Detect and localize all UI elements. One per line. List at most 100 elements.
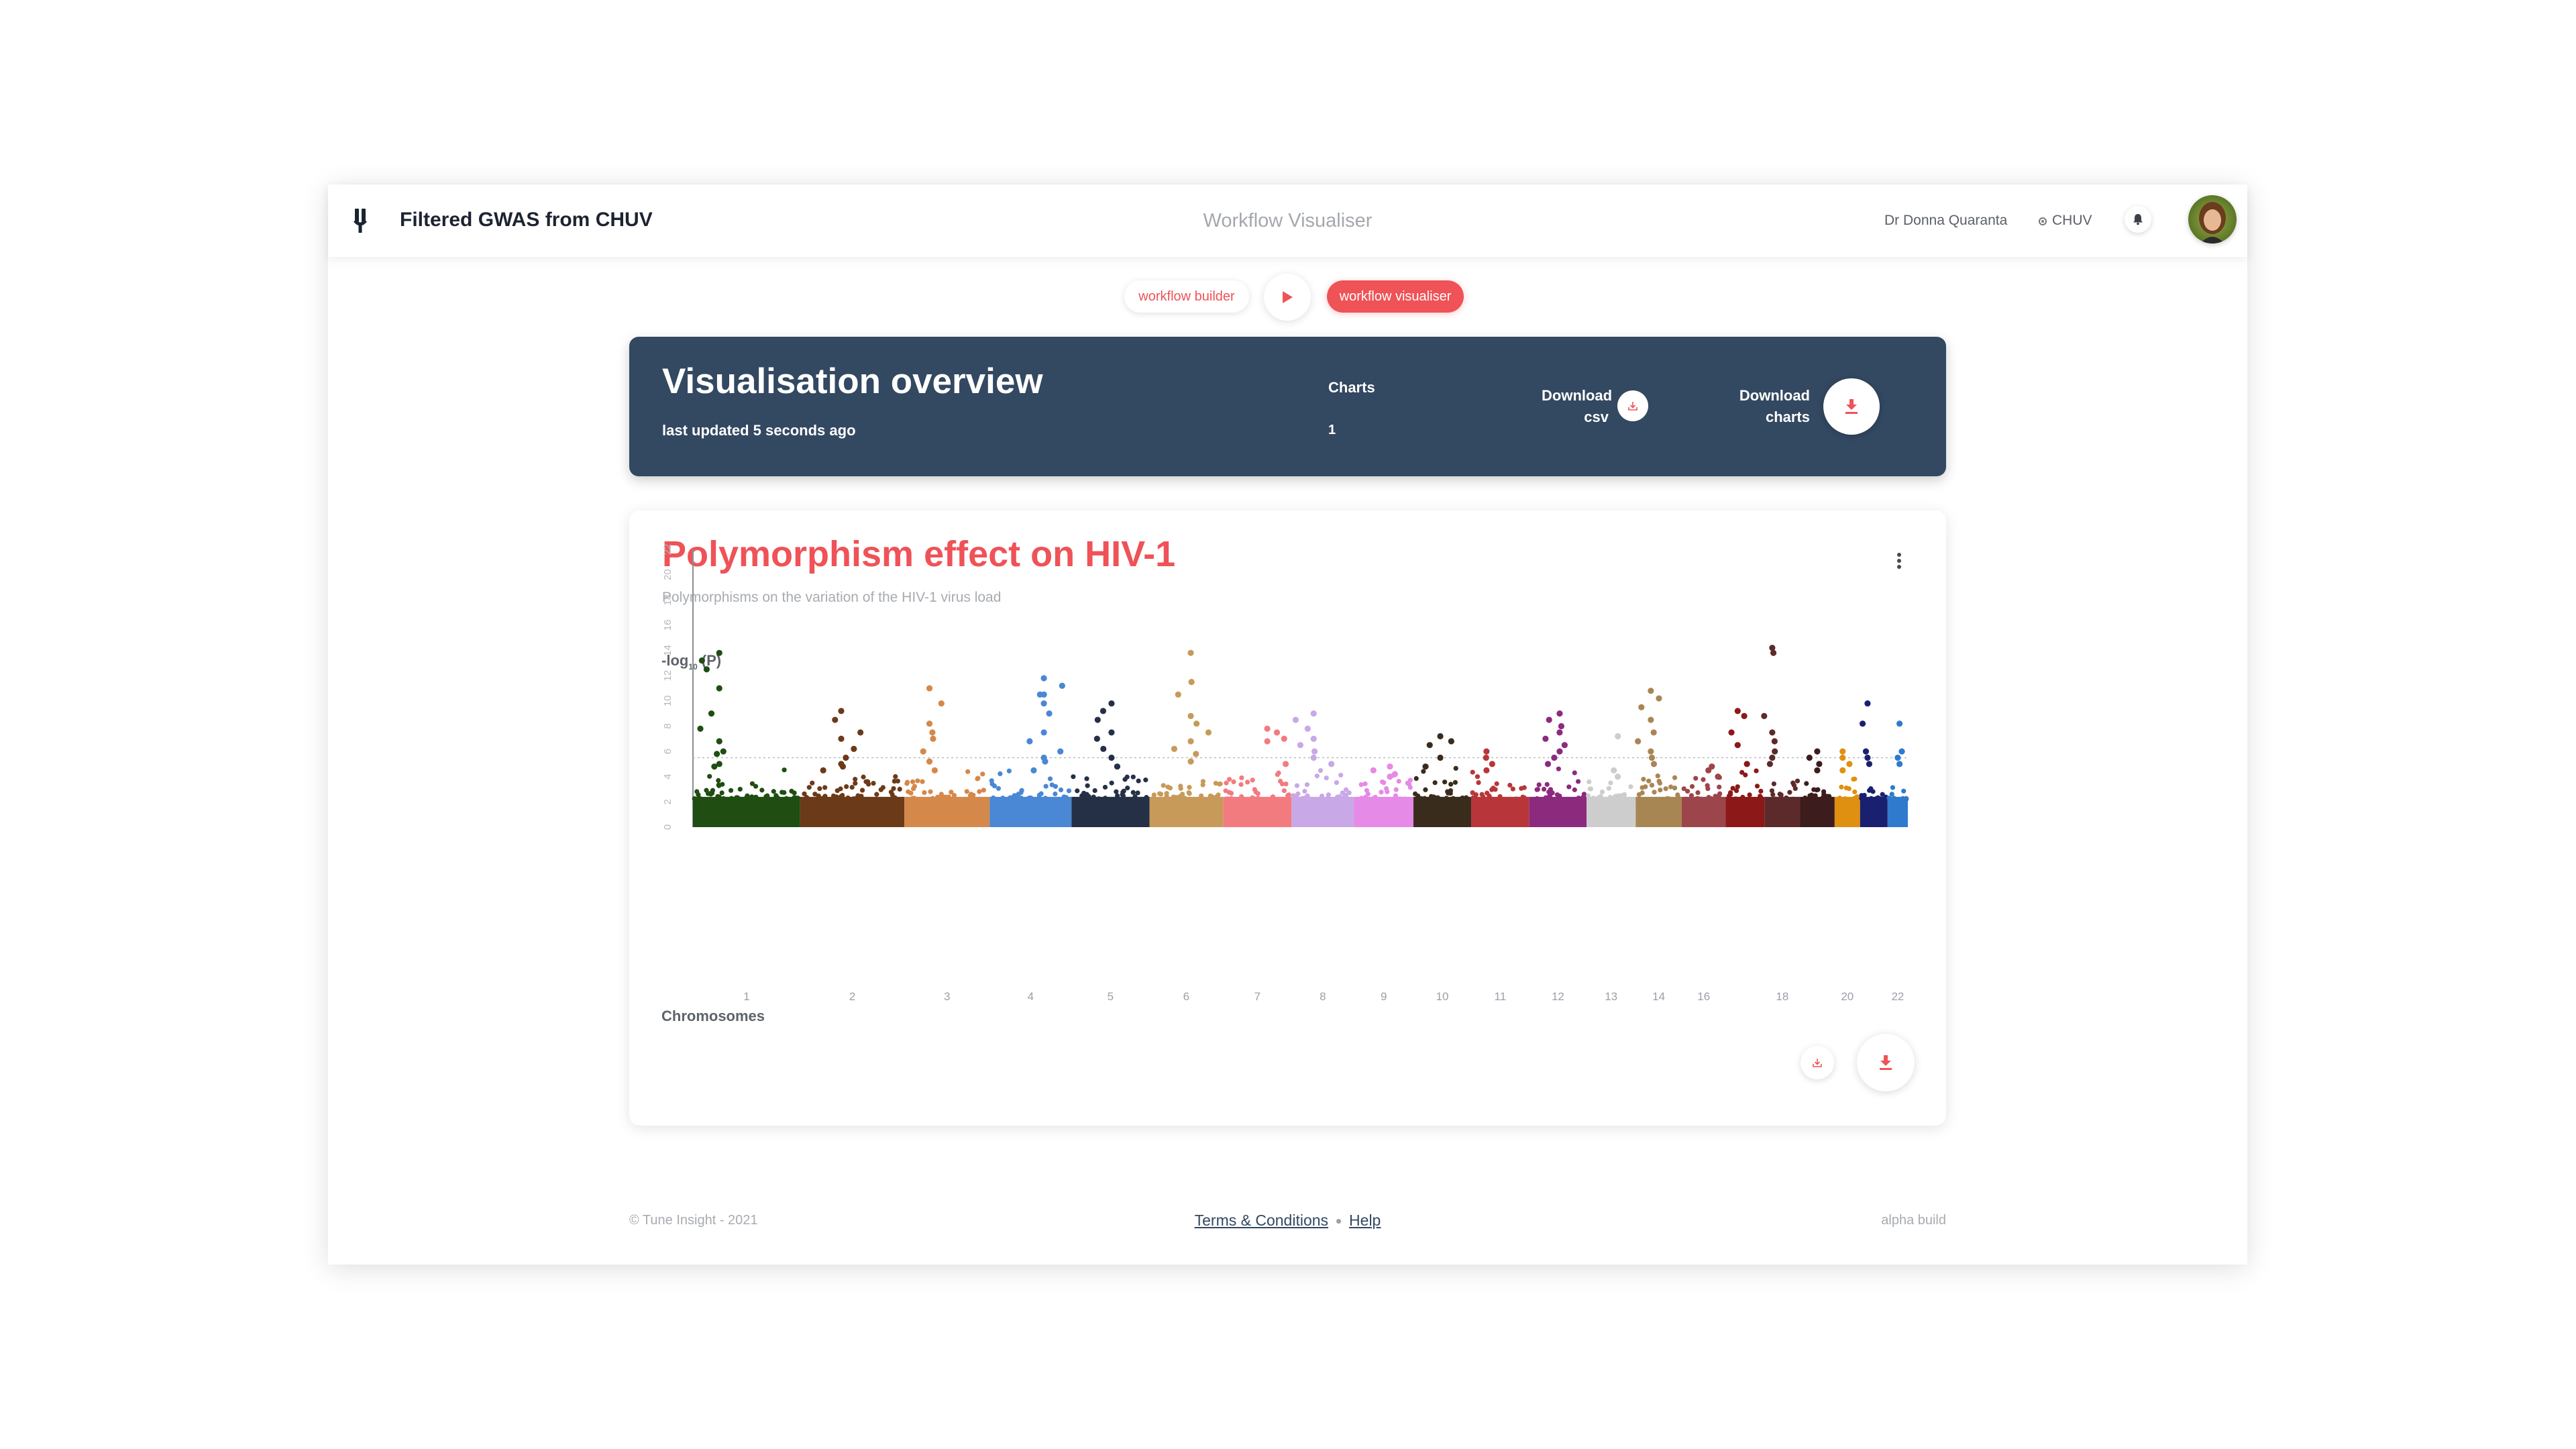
- snp-point: [1803, 795, 1808, 801]
- snp-point: [1556, 766, 1561, 771]
- workflow-visualiser-step[interactable]: workflow visualiser: [1327, 280, 1464, 313]
- run-workflow-button[interactable]: [1264, 274, 1311, 321]
- snp-point: [1079, 796, 1084, 801]
- notifications-button[interactable]: [2125, 206, 2151, 233]
- snp-point: [1735, 796, 1741, 802]
- snp-point: [765, 793, 770, 798]
- snp-peak-point: [1816, 761, 1823, 767]
- snp-point: [1161, 783, 1166, 788]
- snp-point: [720, 796, 727, 801]
- snp-point: [1890, 785, 1896, 790]
- snp-point: [1727, 792, 1733, 797]
- snp-peak-point: [1650, 729, 1657, 736]
- more-options-button[interactable]: [1892, 547, 1906, 574]
- snp-point: [1398, 796, 1403, 802]
- y-tick-label: 16: [662, 620, 674, 631]
- snp-peak-point: [1866, 761, 1873, 767]
- organization-label: CHUV: [2052, 213, 2092, 228]
- user-name[interactable]: Dr Donna Quaranta: [1884, 213, 2008, 228]
- organization-selector[interactable]: CHUV: [2039, 213, 2092, 229]
- chart-card: Polymorphism effect on HIV-1 Polymorphis…: [629, 511, 1946, 1126]
- snp-point: [1886, 795, 1892, 801]
- snp-peak-point: [1770, 649, 1777, 656]
- snp-point: [748, 796, 753, 802]
- y-tick-label: 6: [662, 749, 674, 754]
- snp-point: [910, 779, 916, 784]
- snp-point: [893, 773, 898, 780]
- snp-point: [782, 790, 787, 796]
- snp-point: [1102, 796, 1108, 801]
- snp-point: [1379, 790, 1384, 795]
- snp-point: [1304, 782, 1310, 788]
- snp-peak-point: [1040, 675, 1047, 682]
- snp-peak-point: [938, 700, 945, 707]
- snp-point: [1324, 775, 1329, 781]
- chromosome-band: [1834, 796, 1860, 827]
- snp-peak-point: [1193, 720, 1200, 727]
- snp-point: [935, 794, 941, 800]
- snp-point: [855, 793, 861, 798]
- snp-point: [844, 784, 849, 790]
- snp-peak-point: [931, 767, 938, 773]
- snp-point: [861, 774, 866, 780]
- snp-point: [1061, 794, 1067, 800]
- snp-peak-point: [1387, 773, 1393, 780]
- snp-point: [759, 788, 765, 793]
- snp-point: [1843, 785, 1849, 791]
- download-charts-button[interactable]: [1823, 378, 1880, 435]
- snp-point: [1096, 796, 1102, 802]
- snp-peak-point: [930, 735, 936, 742]
- snp-peak-point: [1108, 729, 1115, 736]
- snp-point: [1132, 794, 1138, 800]
- snp-point: [1778, 796, 1784, 802]
- snp-point: [1226, 777, 1232, 782]
- snp-point: [920, 779, 925, 784]
- y-tick-label: 22: [662, 544, 674, 555]
- tune-insight-logo[interactable]: [354, 207, 371, 234]
- x-tick-label: 14: [1652, 990, 1665, 1003]
- workflow-builder-step[interactable]: workflow builder: [1124, 280, 1249, 313]
- snp-peak-point: [1772, 748, 1778, 755]
- help-link[interactable]: Help: [1349, 1212, 1381, 1229]
- snp-point: [1450, 796, 1456, 801]
- snp-point: [1640, 785, 1645, 790]
- download-csv-button[interactable]: [1617, 390, 1648, 421]
- snp-peak-point: [1489, 761, 1495, 767]
- snp-point: [1043, 784, 1049, 789]
- snp-point: [1807, 793, 1813, 798]
- snp-point: [1314, 773, 1320, 779]
- chromosome-band: [1764, 796, 1801, 827]
- snp-point: [707, 773, 712, 779]
- snp-point: [1652, 790, 1657, 795]
- y-tick-label: 14: [662, 645, 674, 656]
- snp-point: [1130, 790, 1136, 795]
- x-tick-label: 20: [1841, 990, 1854, 1003]
- chart-subtitle: Polymorphisms on the variation of the HI…: [662, 590, 1002, 605]
- snp-point: [1891, 796, 1896, 801]
- y-tick-label: 8: [662, 723, 674, 729]
- snp-point: [853, 781, 858, 786]
- snp-peak-point: [857, 729, 864, 736]
- chart-download-csv-button[interactable]: [1801, 1046, 1834, 1079]
- snp-point: [1875, 795, 1881, 800]
- terms-link[interactable]: Terms & Conditions: [1194, 1212, 1329, 1229]
- snp-point: [1211, 796, 1216, 801]
- chromosome-band: [1587, 796, 1636, 827]
- chart-download-image-button[interactable]: [1857, 1034, 1915, 1091]
- x-axis-label: Chromosomes: [661, 1008, 765, 1024]
- chromosome-band: [693, 796, 800, 827]
- snp-point: [1122, 777, 1128, 782]
- snp-point: [1294, 783, 1300, 788]
- download-charts-label: Download charts: [1729, 385, 1810, 428]
- snp-point: [1701, 777, 1706, 782]
- avatar-image: [2188, 195, 2237, 244]
- snp-point: [1739, 769, 1745, 775]
- user-avatar[interactable]: [2188, 195, 2237, 244]
- snp-point: [1534, 787, 1540, 792]
- snp-point: [1415, 793, 1421, 799]
- chromosome-band: [1860, 796, 1888, 827]
- snp-point: [1684, 788, 1690, 794]
- snp-point: [753, 784, 759, 789]
- snp-point: [1444, 796, 1449, 801]
- download-outline-icon: [1628, 402, 1638, 411]
